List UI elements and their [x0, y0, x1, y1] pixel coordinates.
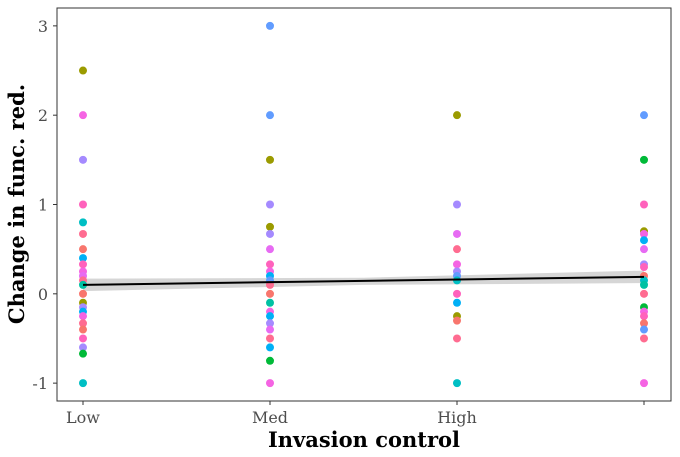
data-point-18	[79, 319, 87, 328]
data-point-58	[453, 334, 461, 343]
y-tick-label-3: 3	[38, 17, 48, 36]
trend-line	[82, 275, 645, 286]
data-point-50	[453, 260, 461, 269]
y-tick-label-0: 0	[38, 285, 48, 304]
data-point-44	[266, 356, 274, 365]
data-point-1	[79, 111, 87, 120]
data-point-40	[266, 319, 274, 328]
data-point-0	[79, 66, 87, 75]
data-point-20	[79, 334, 87, 343]
y-tick-label--1: -1	[32, 374, 48, 393]
data-point-22	[79, 349, 87, 358]
data-point-39	[266, 312, 274, 321]
data-point-72	[640, 289, 648, 298]
data-point-42	[266, 334, 274, 343]
data-point-19	[79, 325, 87, 334]
data-point-48	[453, 229, 461, 238]
data-point-46	[453, 111, 461, 120]
data-point-31	[266, 260, 274, 269]
data-point-78	[640, 334, 648, 343]
data-point-79	[640, 379, 648, 388]
data-point-6	[79, 245, 87, 254]
data-point-45	[266, 379, 274, 388]
data-point-26	[266, 155, 274, 164]
data-point-54	[453, 289, 461, 298]
y-tick-label-2: 2	[38, 106, 48, 125]
data-point-37	[266, 298, 274, 307]
data-point-13	[79, 289, 87, 298]
data-point-21	[79, 343, 87, 352]
data-point-62	[640, 200, 648, 209]
data-point-47	[453, 200, 461, 209]
data-point-77	[640, 325, 648, 334]
data-point-49	[453, 245, 461, 254]
data-point-61	[640, 155, 648, 164]
data-point-76	[640, 319, 648, 328]
y-tick-label-1: 1	[38, 196, 48, 215]
data-point-55	[453, 298, 461, 307]
data-point-27	[266, 200, 274, 209]
data-point-30	[266, 245, 274, 254]
plot-layer	[79, 21, 648, 388]
data-point-4	[79, 218, 87, 227]
data-point-17	[79, 312, 87, 321]
data-point-59	[453, 379, 461, 388]
axis-layer: -1 0 1 2 3 Low Med High	[32, 17, 645, 427]
data-point-8	[79, 260, 87, 269]
data-point-65	[640, 236, 648, 245]
data-point-28	[266, 222, 274, 231]
x-tick-label-high: High	[437, 408, 477, 427]
data-point-2	[79, 155, 87, 164]
data-point-57	[453, 316, 461, 325]
data-point-36	[266, 289, 274, 298]
data-point-66	[640, 245, 648, 254]
data-point-24	[266, 21, 274, 30]
data-point-7	[79, 254, 87, 263]
data-point-64	[640, 229, 648, 238]
x-axis-title: Invasion control	[268, 427, 460, 452]
x-tick-label-low: Low	[66, 408, 100, 427]
data-point-25	[266, 111, 274, 120]
data-point-60	[640, 111, 648, 120]
data-point-3	[79, 200, 87, 209]
data-point-23	[79, 379, 87, 388]
data-point-5	[79, 229, 87, 238]
data-point-75	[640, 312, 648, 321]
y-axis-title: Change in func. red.	[4, 84, 29, 324]
data-point-41	[266, 325, 274, 334]
data-point-71	[640, 280, 648, 289]
data-point-29	[266, 229, 274, 238]
data-point-43	[266, 343, 274, 352]
data-point-68	[640, 263, 648, 272]
x-tick-label-med: Med	[252, 408, 288, 427]
